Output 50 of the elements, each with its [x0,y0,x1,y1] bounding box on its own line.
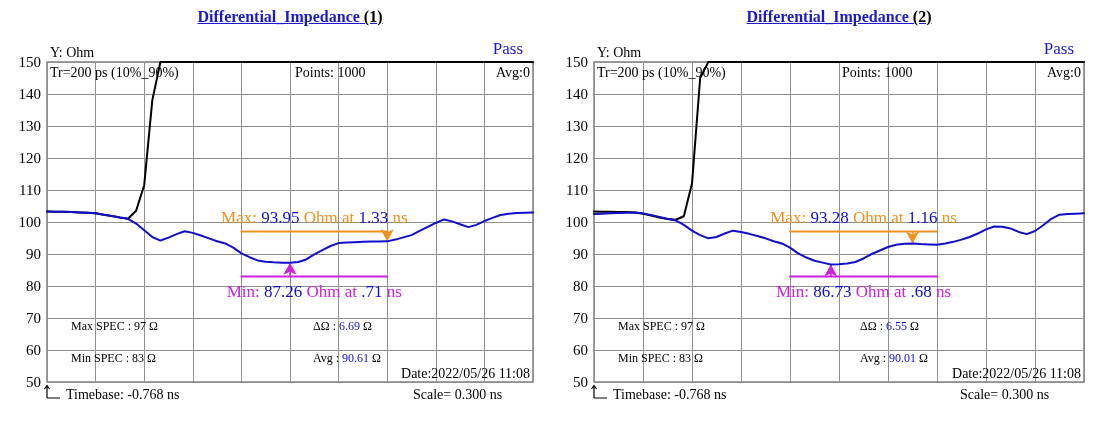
annotation: Points: 1000 [842,64,913,80]
y-tick-label: 70 [573,310,588,326]
y-tick-label: 60 [26,342,41,358]
annotation: Max: 93.95 Ohm at 1.33 ns [221,208,408,228]
y-tick-label: 90 [573,246,588,262]
annotation: Date:2022/05/26 11:08 [952,365,1081,381]
y-tick-label: 120 [565,150,588,166]
text: Scale= 0.300 ns [960,386,1050,402]
y-tick-label: 110 [19,182,41,198]
text: Timebase: -0.768 ns [613,386,727,402]
y-tick-label: 50 [26,374,41,390]
text: Pass [1043,38,1074,58]
annotation: Min SPEC : 83 Ω [618,351,704,365]
annotation: Min: 87.26 Ohm at .71 ns [226,281,402,301]
y-tick-label: 140 [18,86,41,102]
y-tick-label: 80 [573,278,588,294]
y-tick-label: 100 [18,214,41,230]
text: Scale= 0.300 ns [413,386,503,402]
chart-title: Differential_Impedance (1) [196,8,384,26]
y-tick-label: 110 [566,182,588,198]
text: Pass [492,38,523,58]
y-tick-label: 100 [565,214,588,230]
y-axis-title: Y: Ohm [50,44,95,60]
annotation: Avg:0 [1047,64,1081,80]
chart-title: Differential_Impedance (2) [745,8,933,26]
y-tick-label: 120 [18,150,41,166]
y-tick-label: 150 [565,54,588,70]
annotation: Date:2022/05/26 11:08 [401,365,530,381]
annotation: Points: 1000 [295,64,366,80]
y-tick-label: 70 [26,310,41,326]
annotation: Max: 93.28 Ohm at 1.16 ns [770,208,957,228]
y-tick-label: 140 [565,86,588,102]
text: Timebase: -0.768 ns [66,386,180,402]
annotation: ΔΩ : 6.69 Ω [313,319,372,333]
annotation: Avg : 90.61 Ω [313,351,382,365]
y-tick-label: 130 [18,118,41,134]
y-tick-label: 130 [565,118,588,134]
y-tick-label: 80 [26,278,41,294]
y-tick-label: 60 [573,342,588,358]
y-tick-label: 50 [573,374,588,390]
y-tick-label: 150 [18,54,41,70]
annotation: ΔΩ : 6.55 Ω [860,319,919,333]
annotation: Max SPEC : 97 Ω [618,319,706,333]
annotation: Avg:0 [496,64,530,80]
y-tick-label: 90 [26,246,41,262]
annotation: Avg : 90.01 Ω [860,351,929,365]
annotation: Min SPEC : 83 Ω [71,351,157,365]
annotation: Max SPEC : 97 Ω [71,319,159,333]
annotation: Min: 86.73 Ohm at .68 ns [775,281,952,301]
y-axis-title: Y: Ohm [597,44,642,60]
